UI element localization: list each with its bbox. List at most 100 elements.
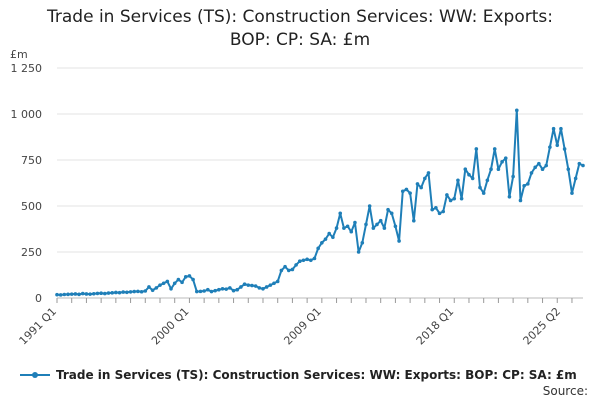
data-point[interactable] [338, 211, 343, 216]
data-point[interactable] [103, 291, 107, 296]
data-point[interactable] [492, 147, 497, 151]
data-point[interactable] [121, 290, 126, 294]
data-point[interactable] [400, 189, 405, 194]
data-point[interactable] [331, 235, 335, 240]
data-point[interactable] [172, 281, 177, 286]
data-point[interactable] [485, 178, 490, 183]
data-point[interactable] [268, 283, 273, 287]
data-point[interactable] [467, 172, 471, 177]
data-point[interactable] [80, 291, 85, 296]
data-point[interactable] [169, 287, 173, 291]
data-point[interactable] [154, 286, 159, 290]
data-point[interactable] [183, 275, 188, 279]
data-point[interactable] [573, 176, 578, 181]
data-point[interactable] [544, 163, 549, 168]
data-point[interactable] [294, 263, 298, 267]
data-point[interactable] [91, 291, 96, 296]
data-point[interactable] [250, 283, 254, 288]
data-point[interactable] [73, 292, 78, 296]
data-point[interactable] [117, 290, 122, 295]
data-point[interactable] [191, 277, 195, 282]
data-point[interactable] [334, 226, 339, 230]
data-point[interactable] [309, 258, 313, 263]
data-point[interactable] [88, 292, 92, 296]
data-point[interactable] [577, 161, 582, 166]
data-point[interactable] [386, 207, 390, 212]
data-point[interactable] [470, 176, 475, 181]
data-point[interactable] [481, 191, 486, 195]
data-point[interactable] [474, 147, 479, 151]
data-point[interactable] [419, 185, 423, 190]
data-point[interactable] [430, 207, 434, 212]
data-point[interactable] [566, 167, 571, 171]
data-point[interactable] [452, 196, 457, 201]
legend[interactable]: Trade in Services (TS): Construction Ser… [20, 368, 577, 382]
data-point[interactable] [147, 285, 151, 289]
data-point[interactable] [522, 183, 526, 188]
data-point[interactable] [434, 206, 438, 210]
data-point[interactable] [66, 292, 70, 297]
data-point[interactable] [62, 292, 67, 297]
data-point[interactable] [526, 182, 530, 186]
data-point[interactable] [489, 167, 493, 171]
data-point[interactable] [239, 285, 243, 289]
data-point[interactable] [426, 171, 431, 175]
data-point[interactable] [272, 281, 276, 286]
data-point[interactable] [551, 126, 556, 131]
data-point[interactable] [375, 222, 379, 227]
data-point[interactable] [261, 287, 265, 291]
data-point[interactable] [158, 283, 162, 287]
data-point[interactable] [125, 290, 129, 295]
data-point[interactable] [231, 288, 236, 293]
data-point[interactable] [500, 160, 504, 164]
data-point[interactable] [514, 108, 519, 113]
data-point[interactable] [360, 241, 365, 245]
data-point[interactable] [423, 176, 427, 181]
data-point[interactable] [364, 222, 368, 227]
data-point[interactable] [397, 239, 401, 243]
data-point[interactable] [389, 211, 394, 216]
data-point[interactable] [518, 198, 523, 203]
data-point[interactable] [253, 284, 258, 288]
data-point[interactable] [257, 286, 262, 290]
data-point[interactable] [415, 182, 420, 186]
data-point[interactable] [320, 241, 324, 245]
data-point[interactable] [559, 126, 563, 131]
data-point[interactable] [507, 195, 512, 199]
data-point[interactable] [286, 268, 291, 273]
data-point[interactable] [496, 167, 501, 171]
data-point[interactable] [187, 274, 192, 278]
data-point[interactable] [194, 289, 199, 294]
data-point[interactable] [382, 226, 387, 230]
data-point[interactable] [84, 292, 89, 296]
data-point[interactable] [555, 143, 560, 148]
data-point[interactable] [437, 211, 442, 216]
data-point[interactable] [323, 237, 328, 241]
data-point[interactable] [69, 292, 74, 296]
data-point[interactable] [264, 285, 269, 289]
data-point[interactable] [316, 246, 320, 251]
data-point[interactable] [106, 291, 111, 295]
data-point[interactable] [165, 279, 170, 284]
data-point[interactable] [283, 264, 287, 269]
data-point[interactable] [441, 209, 446, 214]
data-point[interactable] [99, 291, 103, 296]
data-point[interactable] [342, 226, 346, 230]
data-point[interactable] [55, 292, 59, 297]
data-point[interactable] [176, 277, 181, 282]
data-point[interactable] [95, 291, 100, 296]
data-point[interactable] [562, 147, 567, 151]
data-point[interactable] [411, 218, 416, 223]
data-point[interactable] [128, 290, 133, 294]
data-point[interactable] [445, 193, 449, 197]
data-point[interactable] [463, 167, 468, 171]
data-point[interactable] [217, 287, 221, 292]
data-point[interactable] [349, 229, 354, 234]
data-point[interactable] [290, 267, 295, 272]
data-point[interactable] [279, 268, 284, 273]
data-point[interactable] [132, 289, 137, 294]
data-point[interactable] [533, 165, 537, 170]
data-point[interactable] [503, 156, 508, 160]
data-point[interactable] [540, 167, 545, 171]
data-point[interactable] [228, 286, 232, 290]
